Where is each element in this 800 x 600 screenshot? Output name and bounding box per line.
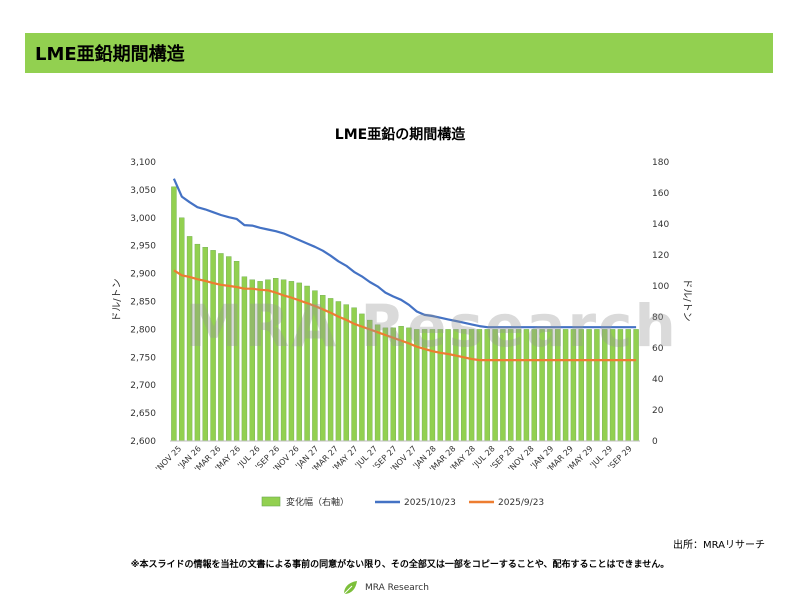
y-right-tick-label: 0	[652, 437, 658, 447]
bar	[437, 329, 443, 442]
bar	[241, 276, 248, 442]
y-left-tick-label: 2,650	[130, 409, 156, 419]
bar	[367, 319, 373, 442]
bar	[312, 290, 318, 442]
y-left-tick-label: 2,900	[130, 270, 156, 280]
y-right-axis-title: ドル/トン	[681, 278, 692, 321]
y-left-tick-label: 2,950	[130, 242, 156, 252]
bar	[625, 329, 631, 442]
bar	[398, 326, 404, 442]
bar	[429, 329, 436, 442]
bar	[508, 329, 514, 442]
bar	[468, 329, 475, 442]
bar	[382, 327, 389, 442]
legend-label-2025-9-23: 2025/9/23	[498, 498, 544, 508]
bar	[327, 298, 334, 442]
y-right-tick-label: 20	[652, 406, 664, 416]
logo-text: MRA Research	[365, 583, 429, 593]
bar	[218, 253, 224, 442]
bar	[555, 329, 561, 442]
bar	[226, 256, 232, 442]
bar	[453, 329, 459, 442]
bar	[249, 279, 255, 442]
bar	[296, 282, 302, 442]
bar	[280, 279, 287, 442]
y-left-tick-label: 2,800	[130, 325, 156, 335]
bar	[609, 329, 616, 442]
legend-swatch-bars	[261, 496, 281, 507]
bar	[562, 329, 569, 442]
bar	[186, 236, 193, 442]
bar	[304, 285, 310, 442]
bar	[531, 329, 537, 442]
y-left-axis-title: ドル/トン	[112, 278, 123, 321]
bar	[484, 329, 490, 442]
bar	[461, 329, 467, 442]
y-right-tick-label: 80	[652, 313, 664, 323]
bar	[171, 186, 177, 442]
y-right-tick-label: 100	[652, 282, 669, 292]
chart-title: LME亜鉛の期間構造	[334, 127, 466, 143]
bar	[578, 329, 584, 442]
bar	[179, 217, 185, 442]
bar	[539, 329, 545, 442]
bar	[351, 307, 357, 442]
bar	[594, 329, 600, 442]
bar	[515, 329, 522, 442]
bar	[343, 304, 349, 442]
legend-label-bars: 変化幅（右軸）	[286, 496, 349, 508]
y-left-tick-label: 2,750	[130, 353, 156, 363]
bar	[421, 329, 428, 442]
footer-logo: MRA Research	[341, 578, 429, 598]
bar	[265, 279, 271, 442]
y-left-tick-label: 2,850	[130, 298, 156, 308]
bar	[359, 313, 365, 442]
x-tick-label: 'NOV 25	[154, 444, 183, 473]
bar	[194, 243, 201, 442]
bar	[288, 281, 295, 442]
source-note: 出所：MRAリサーチ	[672, 540, 765, 551]
bar	[273, 278, 279, 442]
series-line-2025-10-23	[172, 178, 637, 329]
bar	[500, 329, 506, 442]
bar	[445, 329, 451, 442]
y-left-tick-label: 2,700	[130, 381, 156, 391]
bar	[335, 301, 342, 442]
header-bar: LME亜鉛期間構造	[25, 33, 773, 73]
bar	[602, 329, 608, 442]
y-right-tick-label: 120	[652, 251, 669, 261]
bar	[586, 329, 592, 442]
bar	[257, 281, 263, 442]
bar	[374, 324, 381, 442]
y-left-tick-label: 3,100	[130, 158, 156, 168]
legend-label-2025-10-23: 2025/10/23	[404, 498, 456, 508]
y-left-tick-label: 2,600	[130, 437, 156, 447]
bar	[570, 329, 577, 442]
bar	[210, 250, 216, 442]
page-title: LME亜鉛期間構造	[35, 44, 185, 65]
bar	[633, 329, 639, 442]
leaf-icon	[343, 581, 357, 595]
bar	[320, 295, 326, 442]
bar	[390, 327, 396, 442]
bar	[547, 329, 553, 442]
y-right-tick-label: 60	[652, 344, 664, 354]
disclaimer: ※本スライドの情報を当社の文書による事前の同意がない限り、その全部又は一部をコピ…	[130, 560, 670, 570]
bar	[202, 247, 208, 442]
term-structure-chart: 2,600 2,650 2,700 2,750 2,800 2,850 2,900 2,950…	[112, 158, 692, 508]
y-left-tick-label: 3,050	[130, 186, 156, 196]
bar	[476, 329, 483, 442]
y-right-tick-label: 180	[652, 158, 669, 168]
y-left-tick-label: 3,000	[130, 214, 156, 224]
bar	[492, 329, 498, 442]
bar	[523, 329, 530, 442]
bar	[617, 329, 624, 442]
y-right-tick-label: 160	[652, 189, 669, 199]
series-line-2025-9-23	[173, 269, 637, 362]
y-right-tick-label: 40	[652, 375, 664, 385]
y-right-tick-label: 140	[652, 220, 669, 230]
